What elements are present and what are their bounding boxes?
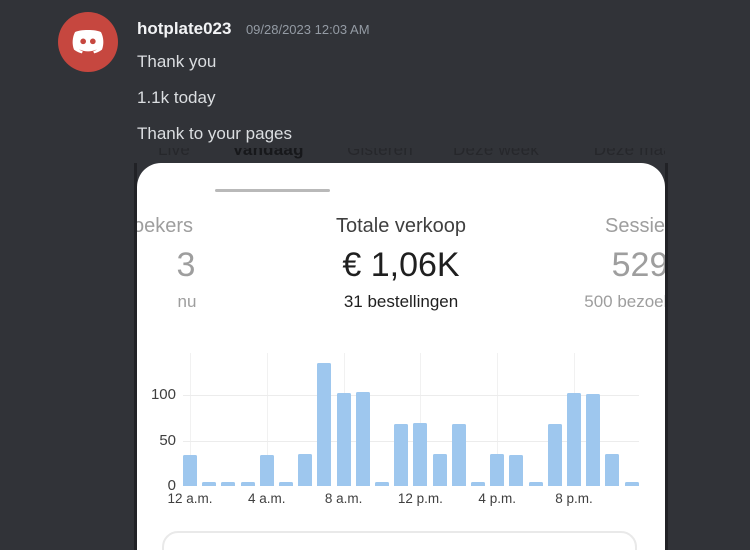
chat-message: 1.1k today [137,88,216,107]
message-header: hotplate023 09/28/2023 12:03 AM [137,19,370,39]
x-axis-tick-label: 12 p.m. [397,491,443,506]
selected-tab-indicator [215,189,330,192]
x-axis-tick-label: 12 a.m. [167,491,213,506]
hour-bar-5pm [509,455,524,486]
hour-bar-12am [183,455,197,486]
x-axis-tick-label: 8 a.m. [324,491,363,506]
hour-bar-6am [298,454,313,486]
hour-bar-7pm [547,424,562,486]
visitors-stat-sub: nu [177,292,197,311]
chart-horizontal-gridline [183,440,639,442]
total-sales-value: € 1,06K [342,246,460,284]
tab-live[interactable]: Live [158,148,190,159]
chart-vertical-gridline [190,353,191,486]
hour-bar-8am [336,393,351,486]
x-axis-tick-label: 8 p.m. [555,491,593,506]
hour-bar-4am [259,455,274,486]
sessions-stat-value: 529 [611,246,665,284]
chart-vertical-gridline [266,353,268,486]
hour-bar-9pm [586,394,601,486]
hour-bar-8pm [567,393,581,486]
hour-bar-10pm [605,454,620,486]
y-axis-tick-label: 100 [150,386,176,403]
tab-deze-maand[interactable]: Deze maand [593,148,665,159]
hour-bar-5am [279,482,293,486]
hour-bar-7am [317,363,332,486]
chart-vertical-gridline [420,353,422,486]
visitors-stat-value: 3 [176,246,196,284]
hour-bar-4pm [490,454,505,486]
visitors-stat-label: Bezoekers [137,215,193,237]
embed-right-edge [665,163,668,550]
hour-bar-3pm [471,482,485,486]
sessions-stat-sub: 500 bezoekers [584,292,665,311]
hour-bar-10am [375,482,389,486]
hour-bar-3am [240,482,255,486]
embed-tab-row: Live Vandaag Gisteren Deze week Deze maa… [137,148,665,163]
y-axis-tick-label: 50 [159,431,176,449]
hour-bar-1am [202,482,217,486]
hour-bar-2am [221,482,236,486]
chat-message: Thank you [137,52,217,71]
chat-message: Thank to your pages [137,124,292,143]
chart-vertical-gridline [497,353,499,486]
embed-left-edge [134,163,137,550]
tab-deze-week[interactable]: Deze week [453,148,539,159]
hourly-sales-bar-chart: 12 a.m. 4 a.m. 8 a.m. 12 p.m. 4 p.m. 8 p.m. 0 5… [137,163,665,550]
x-axis-tick-label: 4 p.m. [478,491,516,506]
bottom-partial-card[interactable] [162,531,637,550]
tab-vandaag[interactable]: Vandaag [232,148,304,159]
tab-gisteren[interactable]: Gisteren [347,148,413,159]
username[interactable]: hotplate023 [137,19,232,38]
discord-clyde-icon [72,30,104,54]
hour-bar-11pm [624,482,639,486]
hour-bar-12pm [413,423,428,486]
message-timestamp: 09/28/2023 12:03 AM [245,22,370,37]
hour-bar-1pm [432,454,447,486]
user-avatar[interactable] [58,12,118,72]
chart-horizontal-gridline [183,395,639,396]
hour-bar-6pm [528,482,543,486]
analytics-card[interactable]: Bezoekers 3 nu Totale verkoop € 1,06K 31… [137,163,665,550]
y-axis-tick-label: 0 [167,477,176,494]
hour-bar-2pm [451,424,466,486]
hour-bar-11am [394,424,409,486]
hour-bar-9am [355,392,370,486]
orders-count: 31 bestellingen [343,292,459,311]
total-sales-label: Totale verkoop [335,215,467,237]
sessions-stat-label: Sessies [604,215,665,237]
x-axis-tick-label: 4 a.m. [248,491,286,506]
